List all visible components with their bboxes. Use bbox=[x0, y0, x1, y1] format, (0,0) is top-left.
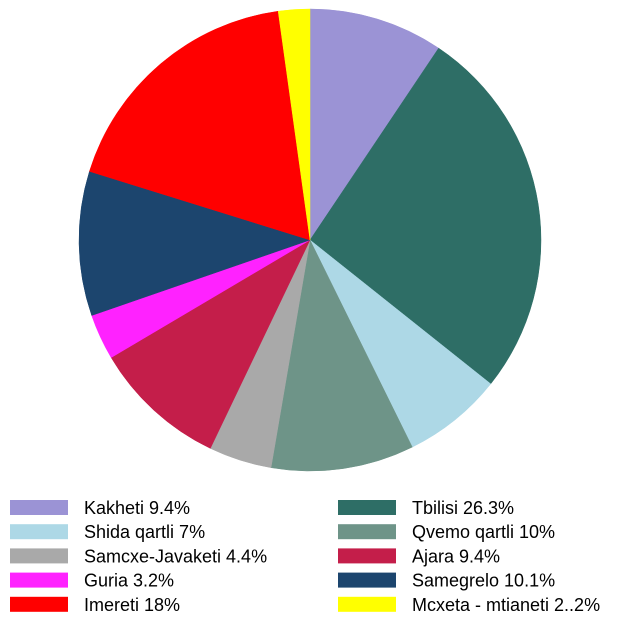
legend-item-2: Shida qartli 7% bbox=[10, 522, 205, 542]
pie-slices bbox=[78, 8, 542, 472]
pie-slice-5 bbox=[110, 239, 311, 449]
legend-swatch-6 bbox=[10, 572, 68, 588]
legend-item-4: Samcxe-Javaketi 4.4% bbox=[10, 546, 267, 566]
legend-swatch-2 bbox=[10, 524, 68, 540]
legend-label-1: Tbilisi 26.3% bbox=[412, 498, 514, 518]
legend-label-8: Imereti 18% bbox=[84, 595, 180, 615]
legend-swatch-9 bbox=[338, 596, 396, 612]
legend-label-3: Qvemo qartli 10% bbox=[412, 522, 555, 542]
pie-slice-0 bbox=[309, 8, 439, 241]
legend-label-4: Samcxe-Javaketi 4.4% bbox=[84, 546, 267, 566]
legend: Kakheti 9.4% Tbilisi 26.3% Shida qartli 7%… bbox=[10, 498, 600, 615]
pie-slice-3 bbox=[270, 239, 413, 472]
legend-swatch-7 bbox=[338, 572, 396, 588]
legend-item-6: Guria 3.2% bbox=[10, 571, 174, 591]
pie-slice-8 bbox=[89, 10, 311, 241]
legend-item-8: Imereti 18% bbox=[10, 595, 180, 615]
legend-swatch-0 bbox=[10, 500, 68, 515]
legend-swatch-8 bbox=[10, 596, 68, 612]
legend-swatch-4 bbox=[10, 548, 68, 564]
legend-label-7: Samegrelo 10.1% bbox=[412, 571, 555, 591]
pie-slice-1 bbox=[309, 47, 542, 385]
pie-slice-9 bbox=[277, 8, 311, 241]
pie-slice-2 bbox=[309, 239, 492, 448]
legend-swatch-5 bbox=[338, 548, 396, 564]
legend-label-0: Kakheti 9.4% bbox=[84, 498, 190, 518]
legend-item-5: Ajara 9.4% bbox=[338, 546, 500, 566]
legend-label-9: Mcxeta - mtianeti 2..2% bbox=[412, 595, 600, 615]
legend-swatch-1 bbox=[338, 500, 396, 515]
legend-item-1: Tbilisi 26.3% bbox=[338, 498, 514, 518]
legend-item-9: Mcxeta - mtianeti 2..2% bbox=[338, 595, 600, 615]
legend-label-6: Guria 3.2% bbox=[84, 571, 174, 591]
legend-label-5: Ajara 9.4% bbox=[412, 546, 500, 566]
legend-swatch-3 bbox=[338, 524, 396, 540]
legend-item-7: Samegrelo 10.1% bbox=[338, 571, 555, 591]
legend-label-2: Shida qartli 7% bbox=[84, 522, 205, 542]
legend-item-3: Qvemo qartli 10% bbox=[338, 522, 555, 542]
legend-item-0: Kakheti 9.4% bbox=[10, 498, 190, 518]
pie-slice-7 bbox=[78, 171, 311, 316]
